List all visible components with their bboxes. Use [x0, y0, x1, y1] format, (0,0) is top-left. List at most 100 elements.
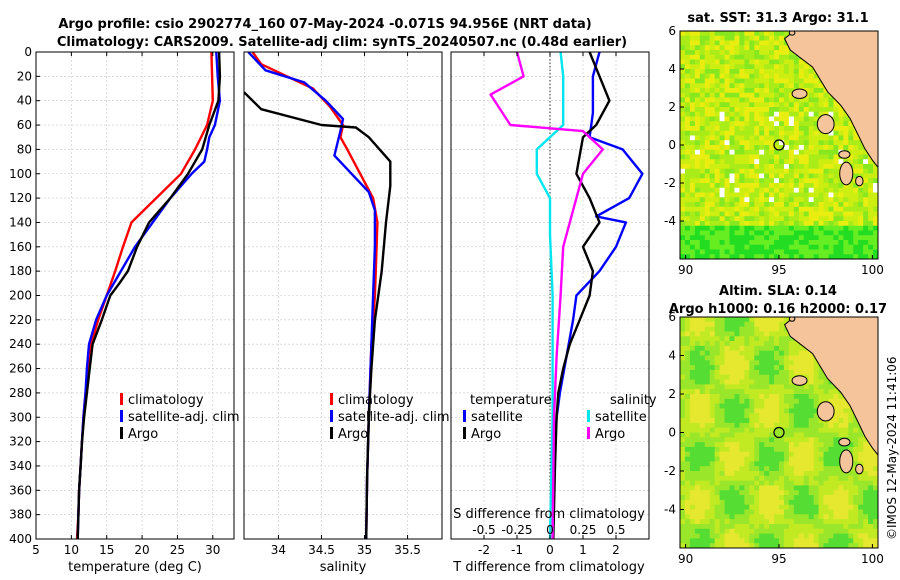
title-line-1: Argo profile: csio 2902774_160 07-May-20… — [58, 17, 591, 32]
series-argo — [244, 91, 392, 539]
series-argo — [76, 52, 222, 539]
legend-swatch-climatology — [330, 393, 333, 405]
legend-label-satellite: satellite-adj. clim — [338, 410, 450, 425]
island — [838, 150, 851, 159]
x-tick-label: 34.5 — [308, 543, 335, 557]
map-y-tick-label: 4 — [668, 349, 676, 363]
sst-map: 90 95 100 6 4 2 0 -2 -4 — [664, 24, 884, 277]
legend-swatch-s-argo — [587, 427, 590, 439]
map-y-tick-label: 0 — [668, 426, 676, 440]
y-tick-label: 180 — [9, 264, 32, 278]
island — [816, 401, 835, 422]
series-t-satellite — [552, 52, 644, 539]
sla-map: 90 95 100 6 4 2 0 -2 -4 — [664, 310, 884, 566]
x-tick-label: -1 — [511, 543, 523, 557]
x-tick-label: 15 — [99, 543, 114, 557]
legend-label-s-satellite: satellite — [595, 410, 647, 425]
argo-marker — [773, 139, 785, 151]
map-x-tick-label: 90 — [678, 263, 693, 277]
x-tick-label: 30 — [205, 543, 220, 557]
y-tick-label: 140 — [9, 215, 32, 229]
y-tick-label: 200 — [9, 289, 32, 303]
y-tick-label: 380 — [9, 508, 32, 522]
island — [838, 437, 851, 447]
difference-panel: -2 -1 0 1 2 -0.5 -0.25 0 0.25 0.5 — [450, 51, 650, 557]
legend-label-s-argo: Argo — [595, 427, 625, 442]
y-tick-label: 260 — [9, 362, 32, 376]
map-x-tick-label: 95 — [771, 552, 786, 566]
sla-map-title-1: Altim. SLA: 0.14 — [719, 284, 837, 299]
y-tick-label: 280 — [9, 386, 32, 400]
map-y-tick-label: 6 — [668, 310, 676, 324]
map-y-tick-label: -4 — [664, 503, 676, 517]
map-y-tick-label: 4 — [668, 62, 676, 76]
island — [839, 449, 854, 474]
y-tick-label: 320 — [9, 435, 32, 449]
s-tick-label: 0 — [546, 523, 554, 537]
land — [783, 317, 878, 456]
island — [788, 31, 796, 36]
x-tick-label: -2 — [478, 543, 490, 557]
island — [855, 175, 864, 187]
legend-label-argo: Argo — [338, 427, 368, 442]
legend-swatch-satellite — [120, 410, 123, 422]
difference-xlabel-top: S difference from climatology — [453, 507, 645, 522]
y-tick-label: 240 — [9, 337, 32, 351]
legend-title-salinity: salinity — [610, 393, 657, 408]
island — [855, 463, 864, 475]
island — [816, 114, 835, 135]
legend-label-argo: Argo — [128, 427, 158, 442]
legend-label-climatology: climatology — [338, 393, 414, 408]
legend-swatch-argo — [120, 427, 123, 439]
title-line-2: Climatology: CARS2009. Satellite-adj cli… — [57, 35, 627, 50]
x-tick-label: 34 — [271, 543, 286, 557]
island — [791, 88, 808, 99]
x-tick-label: 5 — [32, 543, 40, 557]
legend-swatch-argo — [330, 427, 333, 439]
salinity-xlabel: salinity — [320, 560, 367, 575]
y-tick-label: 300 — [9, 410, 32, 424]
y-tick-label: 40 — [17, 94, 32, 108]
legend-label-t-satellite: satellite — [471, 410, 523, 425]
x-tick-label: 0 — [546, 543, 554, 557]
map-y-tick-label: 6 — [668, 24, 676, 38]
map-x-tick-label: 100 — [861, 552, 884, 566]
y-tick-label: 360 — [9, 483, 32, 497]
legend-swatch-satellite — [330, 410, 333, 422]
y-tick-label: 100 — [9, 167, 32, 181]
difference-xlabel: T difference from climatology — [452, 560, 645, 575]
x-tick-label: 35.5 — [394, 543, 421, 557]
map-y-tick-label: -4 — [664, 214, 676, 228]
series-s-satellite — [535, 52, 565, 539]
x-tick-label: 20 — [134, 543, 149, 557]
y-tick-label: 120 — [9, 191, 32, 205]
s-tick-label: -0.25 — [501, 523, 532, 537]
legend-swatch-t-argo — [463, 427, 466, 439]
map-y-tick-label: -2 — [664, 464, 676, 478]
y-tick-label: 220 — [9, 313, 32, 327]
legend-swatch-t-satellite — [463, 410, 466, 422]
legend-swatch-s-satellite — [587, 410, 590, 422]
map-x-tick-label: 90 — [678, 552, 693, 566]
legend-label-climatology: climatology — [128, 393, 204, 408]
difference-legend: temperature salinity satellite Argo sate… — [463, 393, 657, 442]
legend-label-t-argo: Argo — [471, 427, 501, 442]
y-tick-label: 20 — [17, 69, 32, 83]
map-y-tick-label: 2 — [668, 387, 676, 401]
legend-title-temperature: temperature — [470, 393, 552, 408]
temperature-xlabel: temperature (deg C) — [68, 560, 202, 575]
temperature-panel: 5 10 15 20 25 3002040608010012014016018020022… — [9, 45, 235, 557]
map-y-tick-label: 2 — [668, 100, 676, 114]
map-x-tick-label: 95 — [771, 263, 786, 277]
series-s-argo — [489, 52, 604, 539]
series-t-argo — [552, 52, 611, 539]
y-tick-label: 60 — [17, 118, 32, 132]
legend-label-satellite: satellite-adj. clim — [128, 410, 240, 425]
salinity-panel: 34 34.5 35 35.5 — [243, 51, 443, 557]
x-tick-label: 1 — [579, 543, 587, 557]
sst-map-title: sat. SST: 31.3 Argo: 31.1 — [687, 11, 868, 26]
island — [839, 161, 854, 186]
legend-swatch-climatology — [120, 393, 123, 405]
argo-marker — [773, 426, 785, 439]
